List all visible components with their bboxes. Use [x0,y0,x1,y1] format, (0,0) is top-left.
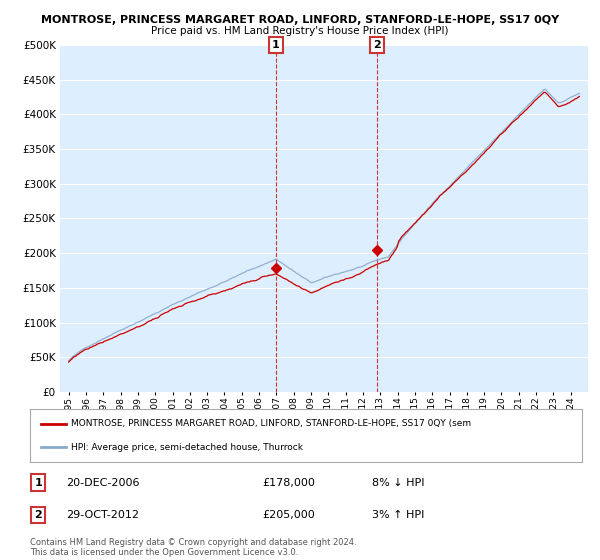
Text: £205,000: £205,000 [262,510,314,520]
Text: 3% ↑ HPI: 3% ↑ HPI [372,510,425,520]
Text: Contains HM Land Registry data © Crown copyright and database right 2024.
This d: Contains HM Land Registry data © Crown c… [30,538,356,557]
Text: 8% ↓ HPI: 8% ↓ HPI [372,478,425,488]
Text: 1: 1 [34,478,42,488]
Text: MONTROSE, PRINCESS MARGARET ROAD, LINFORD, STANFORD-LE-HOPE, SS17 0QY (sem: MONTROSE, PRINCESS MARGARET ROAD, LINFOR… [71,419,472,428]
Text: 2: 2 [373,40,381,50]
Bar [276,45,377,392]
Text: HPI: Average price, semi-detached house, Thurrock: HPI: Average price, semi-detached house,… [71,442,304,451]
Text: Price paid vs. HM Land Registry's House Price Index (HPI): Price paid vs. HM Land Registry's House … [151,26,449,36]
Text: 2: 2 [34,510,42,520]
Text: £178,000: £178,000 [262,478,315,488]
Text: 29-OCT-2012: 29-OCT-2012 [66,510,139,520]
Text: MONTROSE, PRINCESS MARGARET ROAD, LINFORD, STANFORD-LE-HOPE, SS17 0QY: MONTROSE, PRINCESS MARGARET ROAD, LINFOR… [41,15,559,25]
Text: 1: 1 [272,40,280,50]
Text: 20-DEC-2006: 20-DEC-2006 [66,478,139,488]
